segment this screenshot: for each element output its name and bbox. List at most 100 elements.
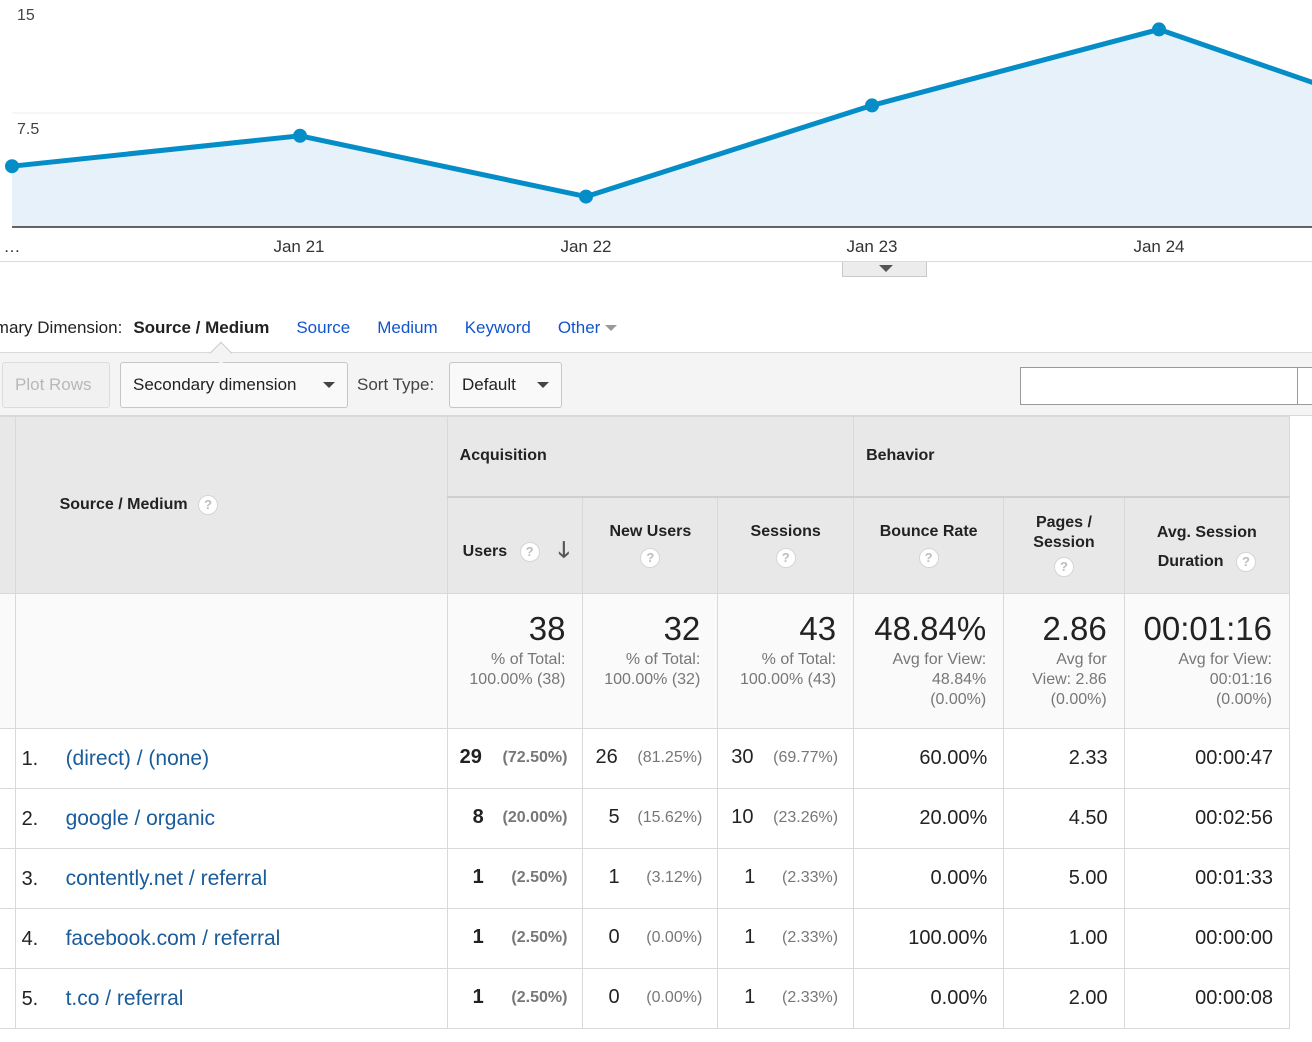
bounce-rate-cell: 100.00% <box>853 908 1005 969</box>
source-cell: 4. facebook.com / referral <box>14 908 448 969</box>
source-medium-link[interactable]: t.co / referral <box>65 986 184 1010</box>
new-users-percent: (0.00%) <box>646 989 703 1006</box>
x-tick-label: … <box>4 237 21 256</box>
totals-duration-sub3: (0.00%) <box>1215 691 1272 708</box>
series-line <box>11 26 1312 200</box>
primary-dimension-bar: imary Dimension: Source / Medium Source … <box>0 316 618 340</box>
x-tick-label: Jan 23 <box>846 237 897 256</box>
table-row: 1. (direct) / (none) 29 (72.50%) 26 (81.25%… <box>0 728 1291 789</box>
secondary-dimension-label: Secondary dimension <box>133 375 297 394</box>
sessions-value: 1 <box>744 986 756 1008</box>
sessions-value: 1 <box>744 866 756 888</box>
dimension-medium[interactable]: Medium <box>377 318 438 337</box>
dimension-other-dropdown[interactable]: Other <box>558 318 618 338</box>
users-value: 1 <box>472 926 484 948</box>
data-point[interactable] <box>579 189 593 204</box>
totals-duration: 00:01:16 Avg for View: 00:01:16 (0.00%) <box>1123 593 1291 729</box>
new-users-percent: (0.00%) <box>646 929 703 946</box>
help-icon[interactable]: ? <box>640 548 661 569</box>
totals-users-value: 38 <box>528 610 566 647</box>
help-icon[interactable]: ? <box>1053 557 1074 578</box>
bounce-rate-header-label: Bounce Rate <box>879 523 978 541</box>
source-medium-link[interactable]: (direct) / (none) <box>65 746 210 770</box>
sessions-column-header[interactable]: Sessions ? <box>717 496 855 594</box>
help-icon[interactable]: ? <box>918 548 939 569</box>
sort-type-value: Default <box>462 375 516 394</box>
search-button[interactable] <box>1297 367 1312 405</box>
row-checkbox[interactable] <box>0 968 16 1029</box>
totals-duration-value: 00:01:16 <box>1143 610 1272 647</box>
users-header-label: Users <box>462 543 508 561</box>
y-tick-label: 15 <box>17 7 35 24</box>
users-column-header[interactable]: Users ? 🡓 <box>446 496 584 594</box>
totals-new-users: 32 % of Total: 100.00% (32) <box>582 593 719 729</box>
table-row: 3. contently.net / referral 1 (2.50%) 1 (3.… <box>0 848 1291 909</box>
sessions-cell: 10 (23.26%) <box>717 788 855 849</box>
row-checkbox[interactable] <box>0 908 16 969</box>
source-cell: 2. google / organic <box>14 788 448 849</box>
sessions-value: 30 <box>731 746 754 768</box>
totals-bounce-rate-sub2: 48.84% <box>931 671 987 688</box>
help-icon[interactable]: ? <box>775 548 796 569</box>
table-row: 4. facebook.com / referral 1 (2.50%) 0 (0.0… <box>0 908 1291 969</box>
source-medium-column-header[interactable]: Source / Medium ? <box>14 416 448 594</box>
data-point[interactable] <box>293 128 307 143</box>
source-cell: 1. (direct) / (none) <box>14 728 448 789</box>
duration-header-line1: Avg. Session <box>1156 524 1257 542</box>
totals-pages-value: 2.86 <box>1042 610 1107 647</box>
table-toolbar: Plot Rows Secondary dimension Sort Type:… <box>0 352 1312 416</box>
users-value: 1 <box>472 866 484 888</box>
users-percent: (2.50%) <box>511 989 568 1006</box>
dimension-source-medium[interactable]: Source / Medium <box>133 318 270 337</box>
data-point[interactable] <box>5 159 19 174</box>
sessions-cell: 30 (69.77%) <box>717 728 855 789</box>
users-value: 8 <box>472 806 484 828</box>
bounce-rate-cell: 60.00% <box>853 728 1005 789</box>
sort-descending-icon[interactable]: 🡓 <box>558 537 570 563</box>
bounce-rate-column-header[interactable]: Bounce Rate ? <box>853 496 1005 594</box>
bounce-rate-cell: 0.00% <box>853 848 1005 909</box>
totals-users-sub2: 100.00% (38) <box>469 671 566 688</box>
x-tick-label: Jan 24 <box>1133 237 1184 256</box>
totals-sessions-sub1: % of Total: <box>761 651 837 668</box>
secondary-dimension-select[interactable]: Secondary dimension <box>120 362 348 408</box>
row-checkbox[interactable] <box>0 848 16 909</box>
source-cell: 5. t.co / referral <box>14 968 448 1029</box>
pages-per-session-column-header[interactable]: Pages / Session ? <box>1003 496 1125 594</box>
sessions-percent: (2.33%) <box>782 989 839 1006</box>
sort-type-select[interactable]: Default <box>449 362 562 408</box>
source-medium-link[interactable]: google / organic <box>65 806 216 830</box>
caret-down-icon <box>323 382 335 388</box>
avg-session-duration-column-header[interactable]: Avg. Session Duration ? <box>1123 496 1291 594</box>
source-medium-link[interactable]: facebook.com / referral <box>65 926 281 950</box>
help-icon[interactable]: ? <box>519 542 540 563</box>
source-medium-link[interactable]: contently.net / referral <box>65 866 268 890</box>
totals-pages: 2.86 Avg for View: 2.86 (0.00%) <box>1003 593 1125 729</box>
duration-cell: 00:00:47 <box>1123 728 1291 789</box>
pages-header-line1: Pages / <box>1035 514 1092 532</box>
users-percent: (2.50%) <box>511 869 568 886</box>
row-rank: 1. <box>21 747 39 770</box>
new-users-percent: (15.62%) <box>637 809 703 826</box>
help-icon[interactable]: ? <box>198 495 219 515</box>
totals-new-users-value: 32 <box>663 610 701 647</box>
acquisition-group-header: Acquisition <box>446 416 855 498</box>
help-icon[interactable]: ? <box>1235 552 1256 573</box>
dimension-keyword[interactable]: Keyword <box>464 318 531 337</box>
new-users-column-header[interactable]: New Users ? <box>582 496 719 594</box>
data-point[interactable] <box>1152 22 1166 37</box>
row-checkbox[interactable] <box>0 788 16 849</box>
new-users-percent: (3.12%) <box>646 869 703 886</box>
pages-cell: 5.00 <box>1003 848 1125 909</box>
row-checkbox[interactable] <box>0 728 16 789</box>
table-search-input[interactable] <box>1020 367 1298 405</box>
dimension-source[interactable]: Source <box>296 318 351 337</box>
chart-collapse-toggle[interactable] <box>842 262 927 277</box>
data-point[interactable] <box>865 98 879 113</box>
users-value: 1 <box>472 986 484 1008</box>
plot-rows-button[interactable]: Plot Rows <box>2 362 110 408</box>
new-users-value: 1 <box>608 866 620 888</box>
pages-cell: 1.00 <box>1003 908 1125 969</box>
totals-sessions: 43 % of Total: 100.00% (43) <box>717 593 855 729</box>
totals-duration-sub1: Avg for View: <box>1178 651 1272 668</box>
